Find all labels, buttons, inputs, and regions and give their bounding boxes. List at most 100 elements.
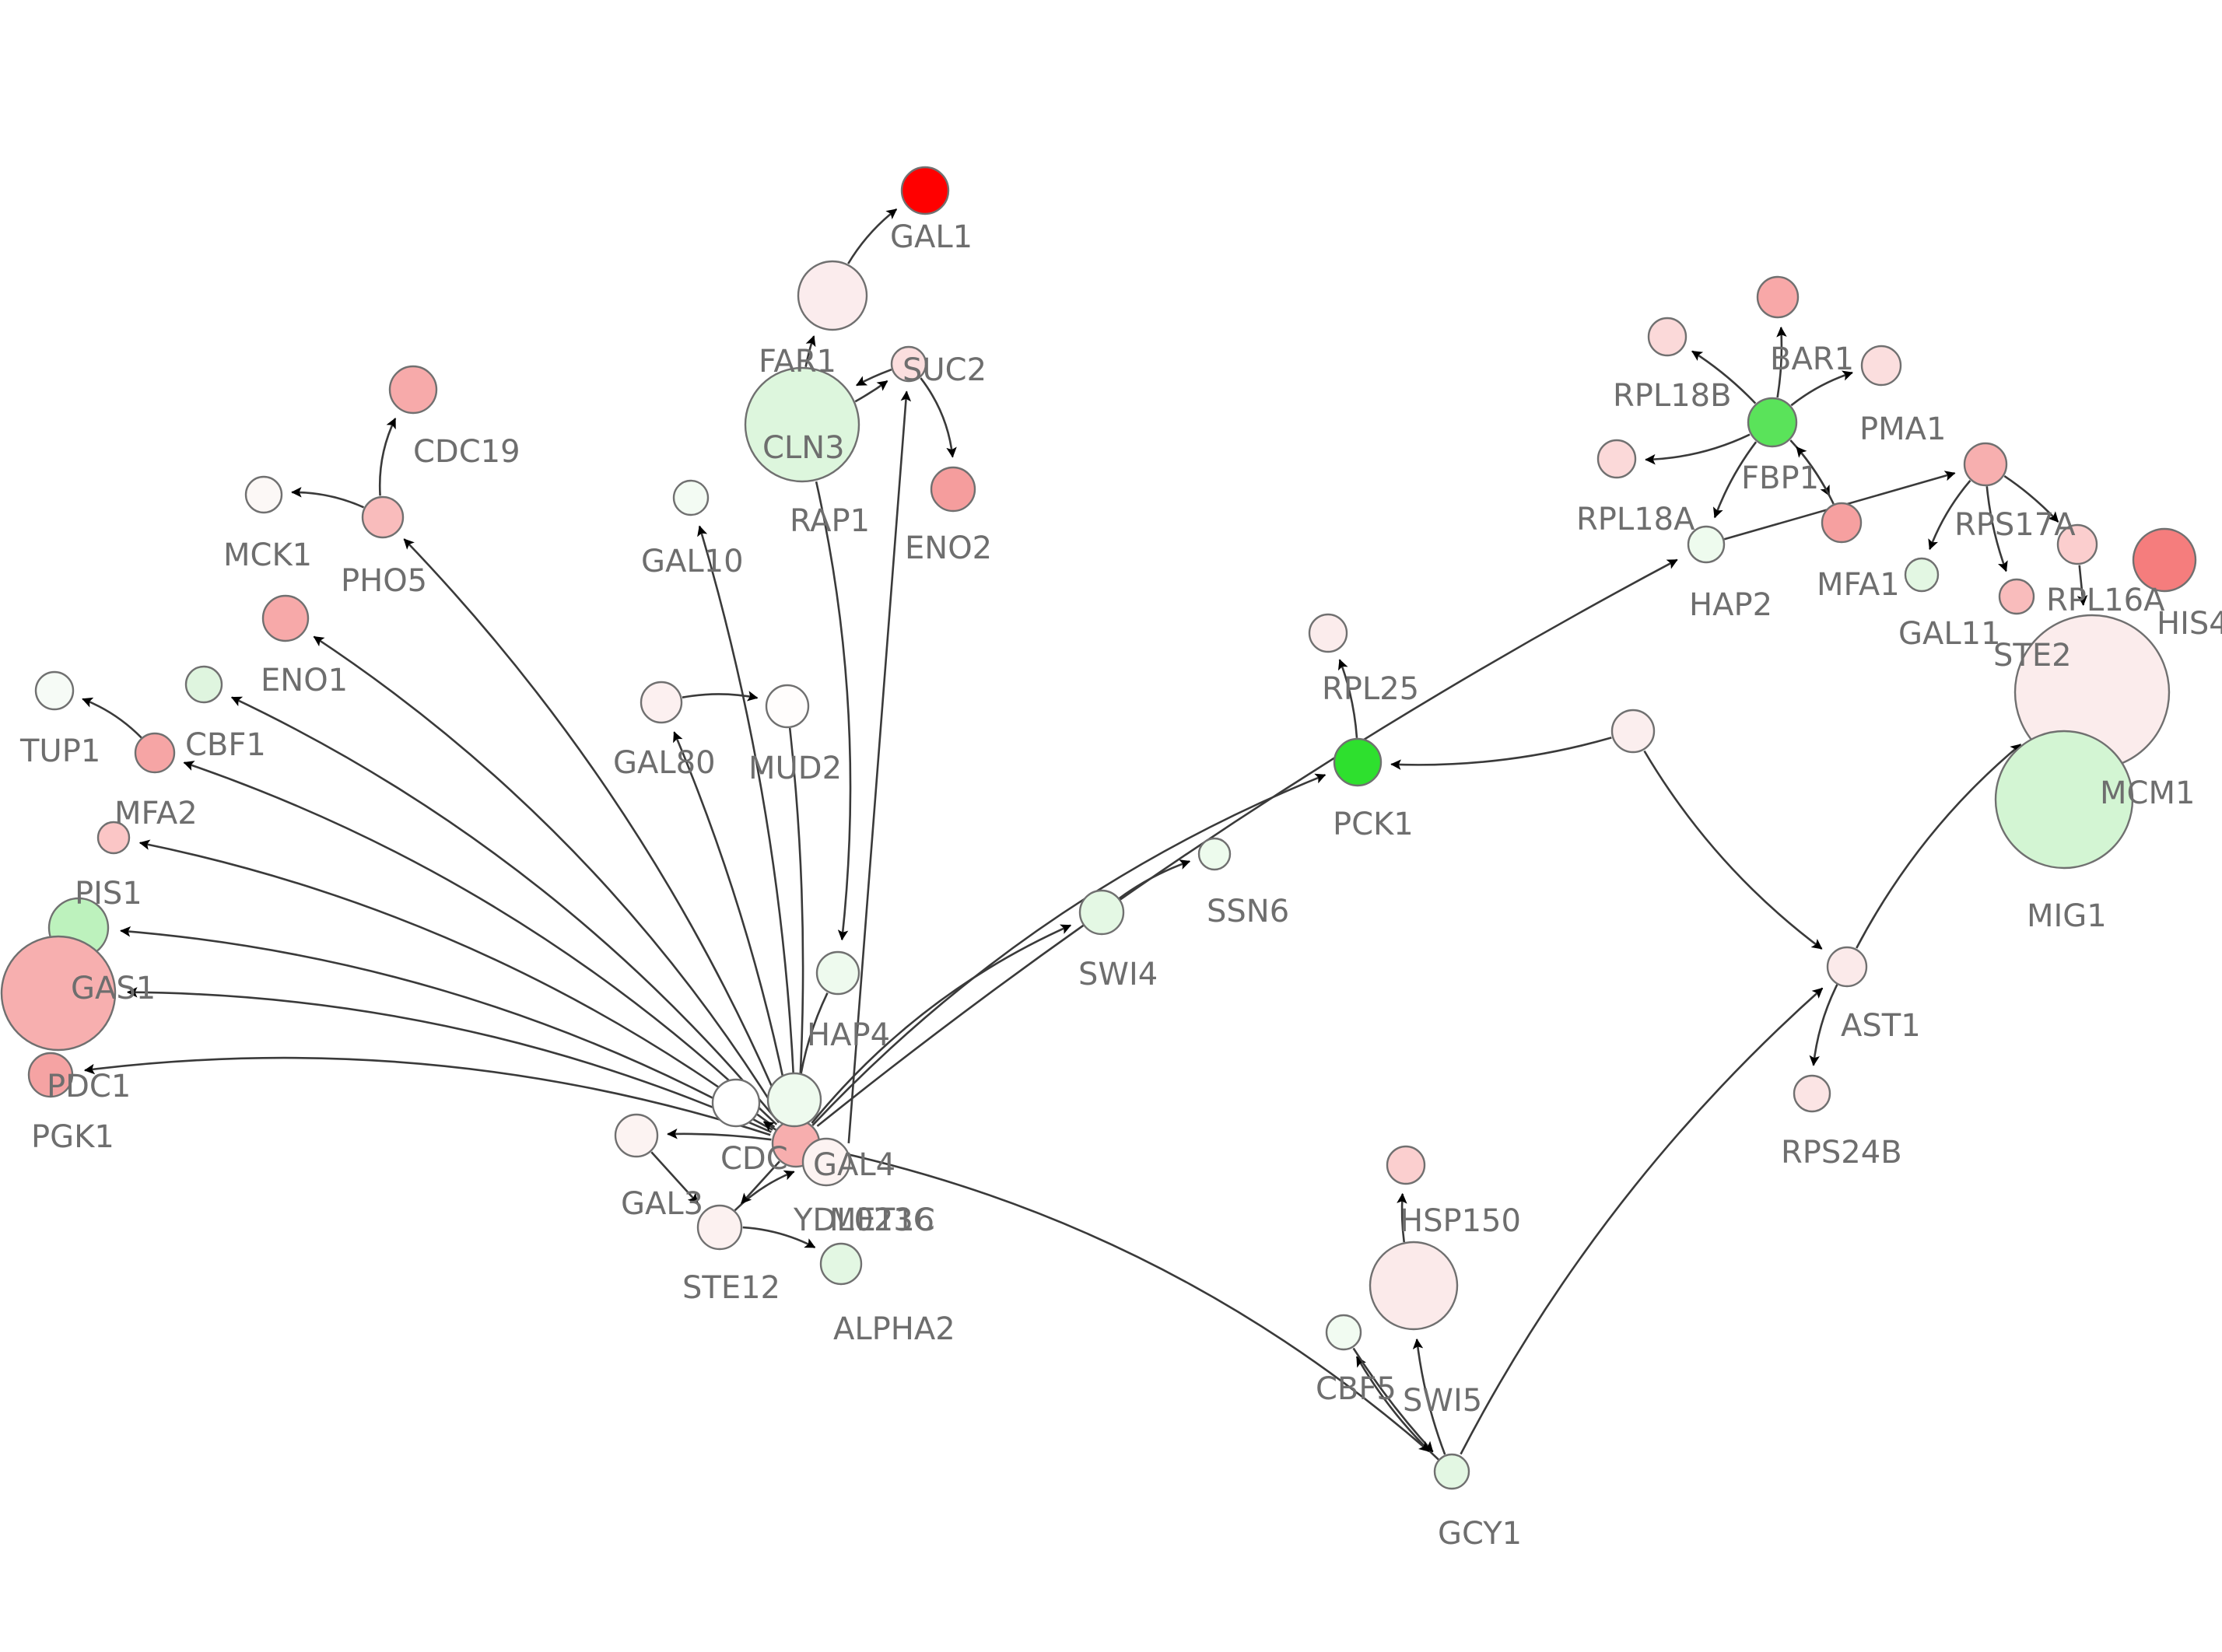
gene-node-ste12[interactable] (696, 1204, 743, 1251)
network-edge (815, 481, 852, 941)
gene-node-bar1[interactable] (1756, 275, 1800, 319)
network-edge (2003, 475, 2059, 523)
edge-layer (82, 208, 2088, 1461)
gene-node-gal3[interactable] (614, 1113, 659, 1158)
gene-node-hap2[interactable] (1687, 525, 1726, 564)
network-edge (1412, 1338, 1446, 1455)
gene-node-mck1[interactable] (244, 475, 283, 514)
network-edge (822, 1147, 1430, 1453)
network-edge (788, 727, 804, 1110)
gene-node-far1[interactable] (797, 260, 868, 331)
gene-node-gal1[interactable] (900, 166, 950, 215)
network-edge (742, 1226, 816, 1249)
gene-node-pma1[interactable] (1860, 345, 1902, 387)
network-edge (1985, 486, 2008, 572)
gene-node-mud2[interactable] (765, 684, 810, 729)
network-edge (811, 924, 1072, 1124)
network-edge (1790, 370, 1853, 407)
network-edge (1776, 326, 1787, 398)
gene-node-rpl18a[interactable] (1596, 439, 1637, 479)
network-edge (1397, 1192, 1407, 1243)
gene-node-cln3[interactable] (744, 366, 860, 483)
gene-node-rps24b[interactable] (1793, 1074, 1831, 1113)
gene-node-cbf5[interactable] (1325, 1314, 1362, 1351)
gene-node-rps17a[interactable] (1963, 442, 2008, 487)
gene-node-hap4[interactable] (815, 950, 860, 996)
network-edge (856, 368, 892, 387)
gene-node-alpha2[interactable] (819, 1242, 863, 1286)
network-edge (1645, 433, 1751, 465)
network-edge (403, 538, 787, 1119)
network-edge (811, 773, 1327, 1126)
network-edge (1643, 750, 1823, 950)
gene-node-ssn6[interactable] (1197, 837, 1232, 871)
network-edge (1337, 659, 1358, 738)
gene-node-cdc[interactable] (711, 1078, 761, 1128)
gene-node-his4[interactable] (2132, 527, 2197, 593)
gene-node-hsp150[interactable] (1386, 1145, 1426, 1185)
network-edge (650, 1151, 699, 1205)
network-edge (847, 390, 912, 1143)
network-edge (230, 696, 780, 1124)
gene-node-swi5[interactable] (1369, 1241, 1459, 1331)
gene-node-cdc19[interactable] (388, 365, 438, 415)
gene-node-met16[interactable] (766, 1072, 822, 1128)
gene-node-pis1[interactable] (96, 821, 131, 855)
gene-node-rpl18b[interactable] (1647, 317, 1688, 357)
gene-node-eno1[interactable] (261, 594, 310, 642)
network-edge (138, 839, 776, 1129)
network-edge (816, 558, 1678, 1127)
network-edge (682, 691, 759, 702)
network-edge (1789, 439, 1831, 497)
network-edge (854, 380, 888, 403)
gene-node-eno2[interactable] (930, 466, 976, 513)
gene-node-ste2[interactable] (1998, 578, 2035, 615)
network-edge (1390, 737, 1612, 770)
gene-node-pdc1[interactable] (0, 935, 117, 1052)
network-edge (1856, 744, 2022, 949)
gene-node-pgk1[interactable] (27, 1052, 74, 1098)
gene-node-tup1[interactable] (34, 670, 75, 711)
network-edge (1352, 1347, 1434, 1453)
network-edge (291, 487, 365, 509)
gene-node-mfa1[interactable] (1821, 502, 1863, 544)
gene-node-cbf1[interactable] (184, 665, 223, 704)
network-edge (1712, 441, 1758, 519)
gene-node-gcy1[interactable] (1433, 1453, 1470, 1490)
gene-node-mfa2[interactable] (134, 732, 176, 774)
gene-node-rpl25[interactable] (1308, 613, 1348, 653)
network-edge (378, 418, 397, 496)
gene-node-fbp1[interactable] (1747, 397, 1798, 448)
network-edge (313, 635, 783, 1122)
gene-node-mig1[interactable] (1994, 730, 2134, 870)
network-edge (1809, 984, 1838, 1066)
network-edge (2077, 565, 2088, 606)
network-edge (120, 926, 773, 1131)
gene-node-pck1[interactable] (1333, 737, 1383, 787)
gene-node-gal10[interactable] (672, 479, 710, 516)
network-edge (1796, 446, 1835, 505)
gene-node-ast1[interactable] (1826, 946, 1868, 988)
network-edge (83, 1056, 771, 1136)
gene-node-pho5[interactable] (361, 495, 405, 539)
network-edge (920, 377, 957, 458)
gene-node-gal80[interactable] (640, 681, 683, 724)
gene-node-swi4[interactable] (1078, 889, 1125, 936)
node-layer (0, 166, 2197, 1490)
network-edge (82, 697, 142, 739)
network-edge (1460, 987, 1824, 1455)
network-edge (127, 987, 772, 1133)
gene-node-gal11[interactable] (1904, 557, 1940, 593)
network-edge (1928, 480, 1971, 551)
gene-node-rpl16a[interactable] (2056, 523, 2098, 565)
gene-node-unlabeled1[interactable] (1610, 709, 1656, 754)
network-edge (762, 1121, 776, 1132)
gene-node-suc2[interactable] (890, 345, 927, 383)
network-edge (667, 1129, 772, 1141)
network-edge (847, 208, 898, 264)
network-edge (734, 1170, 795, 1212)
gene-node-ydl023c[interactable] (801, 1137, 851, 1187)
network-edge (740, 1160, 780, 1205)
